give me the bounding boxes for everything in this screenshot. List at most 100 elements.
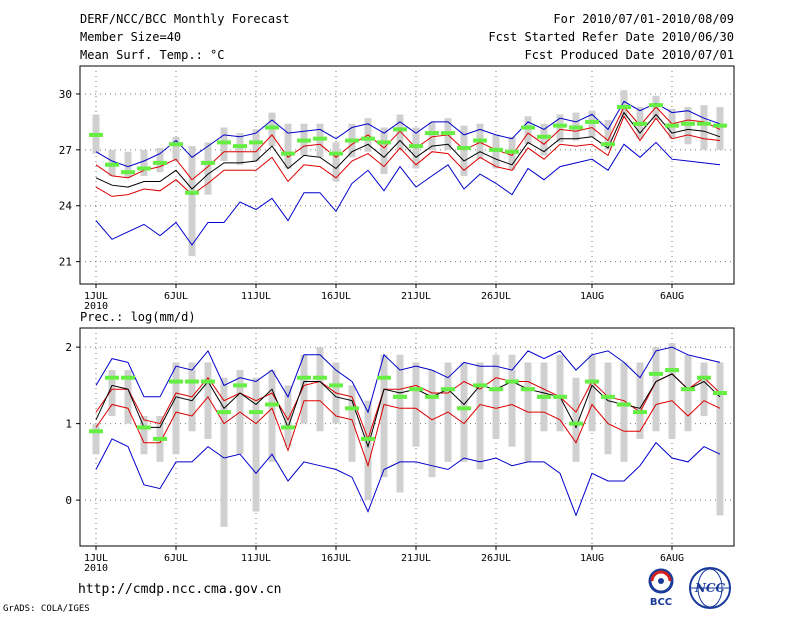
temperature-spread-bar	[236, 133, 244, 165]
precipitation-variable-label: Prec.: log(mm/d)	[80, 310, 196, 324]
temperature-spread-bar	[172, 136, 180, 162]
temperature-xtick-label: 21JUL	[401, 291, 431, 302]
temperature-median-mark	[409, 144, 423, 149]
temperature-lower-line	[95, 115, 721, 197]
temperature-median-mark	[585, 119, 599, 124]
precipitation-xtick-label: 21JUL	[401, 553, 431, 564]
temperature-xtick-label: 16JUL	[321, 291, 351, 302]
precipitation-xtick-label: 26JUL	[481, 553, 511, 564]
precipitation-spread-bar	[396, 354, 404, 493]
precipitation-upper-line	[95, 373, 721, 441]
precipitation-median-mark	[281, 425, 295, 430]
precipitation-median-mark	[201, 379, 215, 384]
precipitation-xtick-label: 1AUG	[580, 553, 604, 564]
precipitation-spread-bar	[620, 362, 628, 462]
temperature-spread-bar	[460, 125, 468, 176]
temperature-panel: 21 24 27 30 1JUL 6JUL 11JUL 16JUL 21JUL 26JUL 1AUG…	[59, 65, 735, 312]
precipitation-spread-bar	[556, 354, 564, 432]
temperature-spread-bar	[604, 120, 612, 150]
precipitation-median-mark	[665, 368, 679, 373]
precipitation-median-mark	[489, 387, 503, 392]
precipitation-xtick-label: 6AUG	[660, 553, 684, 564]
precipitation-median-mark	[473, 383, 487, 388]
temperature-xtick-label: 26JUL	[481, 291, 511, 302]
temperature-median-mark	[649, 103, 663, 108]
precipitation-median-mark	[393, 394, 407, 399]
temperature-median-mark	[377, 140, 391, 145]
precipitation-spread-bar	[220, 377, 228, 527]
precipitation-median-mark	[633, 410, 647, 415]
precipitation-spread-bar	[412, 362, 420, 447]
member-size-label: Member Size=40	[80, 30, 182, 44]
precipitation-mean-line	[95, 373, 721, 449]
precipitation-median-mark	[457, 406, 471, 411]
temperature-median-mark	[137, 166, 151, 171]
temperature-median-mark	[185, 190, 199, 195]
precipitation-year-label: 2010	[84, 563, 108, 574]
precipitation-spread-bar	[348, 385, 356, 462]
temperature-median-mark	[217, 140, 231, 145]
precipitation-spread-bar	[716, 362, 724, 516]
temperature-median-mark	[617, 104, 631, 109]
temperature-median-mark	[473, 138, 487, 143]
precipitation-median-mark	[265, 402, 279, 407]
precipitation-median-mark	[297, 375, 311, 380]
temperature-median-mark	[569, 125, 583, 130]
temperature-ytick-label: 27	[59, 144, 72, 157]
precipitation-spread-bar	[140, 415, 148, 455]
produced-date: Fcst Produced Date 2010/07/01	[524, 48, 734, 62]
temperature-xtick-label: 6JUL	[164, 291, 188, 302]
precipitation-median-mark	[409, 387, 423, 392]
precipitation-median-mark	[441, 387, 455, 392]
temperature-median-mark	[361, 136, 375, 141]
temperature-median-mark	[505, 149, 519, 154]
precipitation-xtick-label: 6JUL	[164, 553, 188, 564]
precipitation-spread-bar	[572, 377, 580, 462]
temperature-median-mark	[601, 142, 615, 147]
precipitation-median-mark	[345, 406, 359, 411]
temperature-max-line	[95, 100, 721, 168]
temperature-median-mark	[489, 147, 503, 152]
temperature-median-mark	[633, 121, 647, 126]
temperature-spread-bar	[156, 147, 164, 173]
precipitation-median-mark	[505, 379, 519, 384]
started-refer-date: Fcst Started Refer Date 2010/06/30	[488, 30, 734, 44]
temperature-spread-bar	[540, 123, 548, 156]
bcc-logo-arc	[650, 570, 672, 582]
precipitation-xtick-label: 1JUL	[84, 553, 108, 564]
precipitation-spread-bar	[316, 347, 324, 432]
temperature-median-mark	[681, 121, 695, 126]
precipitation-median-mark	[121, 375, 135, 380]
temperature-xtick-label: 1AUG	[580, 291, 604, 302]
precipitation-median-mark	[233, 383, 247, 388]
precipitation-frame	[79, 327, 735, 547]
precipitation-spread-bar	[476, 362, 484, 470]
precipitation-median-mark	[313, 375, 327, 380]
precipitation-median-mark	[361, 436, 375, 441]
temperature-spread-bar	[284, 123, 292, 169]
temperature-median-mark	[425, 131, 439, 136]
temperature-xtick-label: 6AUG	[660, 291, 684, 302]
precipitation-spread-bar	[108, 370, 116, 416]
precipitation-median-mark	[169, 379, 183, 384]
temperature-median-mark	[201, 160, 215, 165]
precipitation-median-mark	[377, 375, 391, 380]
precipitation-ytick-label: 0	[65, 494, 72, 507]
temperature-median-mark	[345, 138, 359, 143]
source-url[interactable]: http://cmdp.ncc.cma.gov.cn	[78, 582, 282, 597]
precipitation-spread-bar	[508, 354, 516, 447]
temperature-median-mark	[281, 151, 295, 156]
temperature-median-mark	[297, 138, 311, 143]
temperature-upper-line	[95, 106, 721, 181]
precipitation-spread-bar	[124, 370, 132, 424]
precipitation-spread-bar	[380, 354, 388, 478]
precipitation-median-mark	[217, 410, 231, 415]
temperature-median-mark	[329, 151, 343, 156]
temperature-median-mark	[521, 125, 535, 130]
precipitation-median-mark	[713, 391, 727, 396]
temperature-median-mark	[249, 140, 263, 145]
precipitation-spread-bar	[668, 343, 676, 439]
